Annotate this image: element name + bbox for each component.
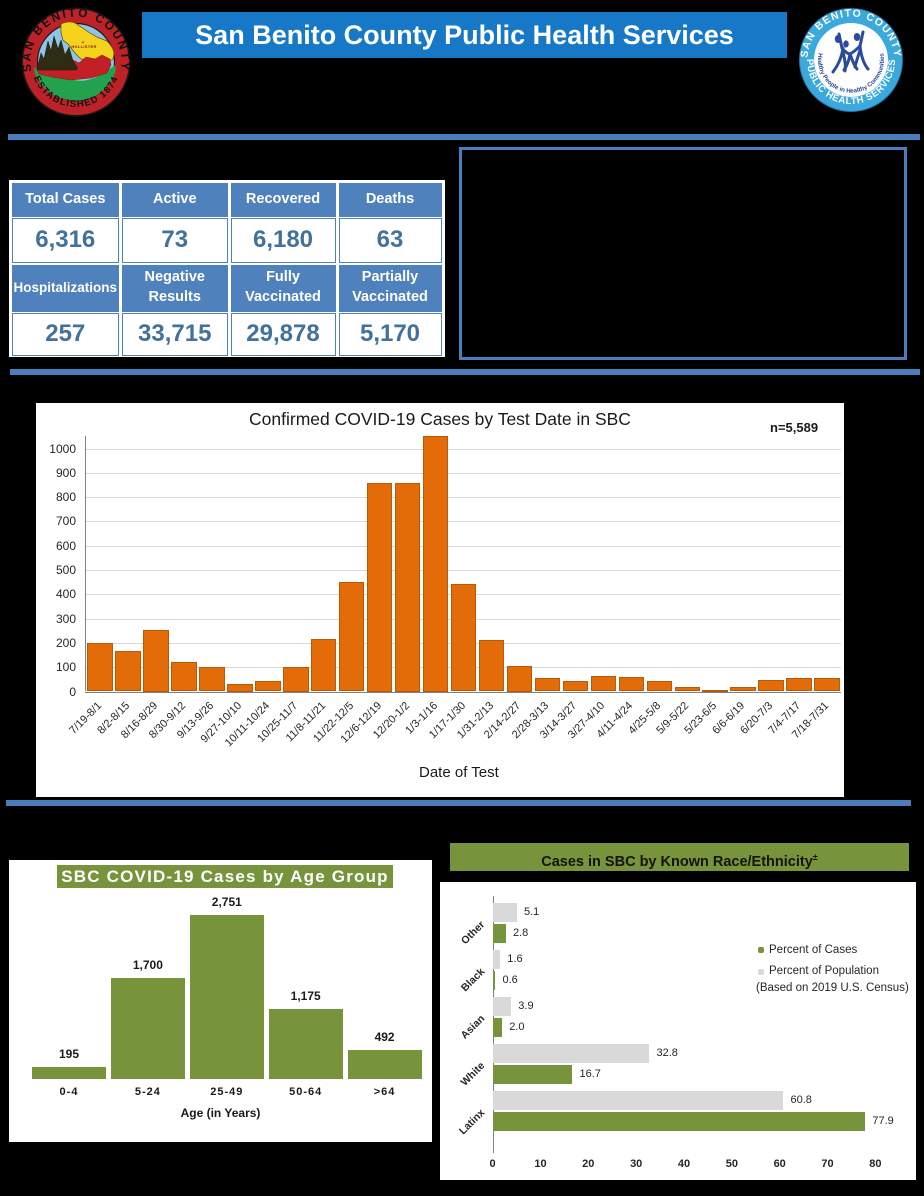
svg-text:HOLLISTER: HOLLISTER	[71, 44, 96, 49]
